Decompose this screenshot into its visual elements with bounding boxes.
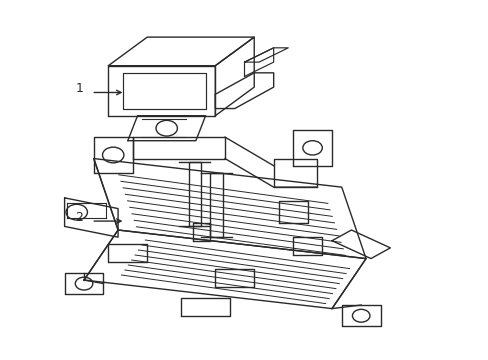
Text: 1: 1 (75, 82, 83, 95)
Text: 2: 2 (75, 211, 83, 224)
